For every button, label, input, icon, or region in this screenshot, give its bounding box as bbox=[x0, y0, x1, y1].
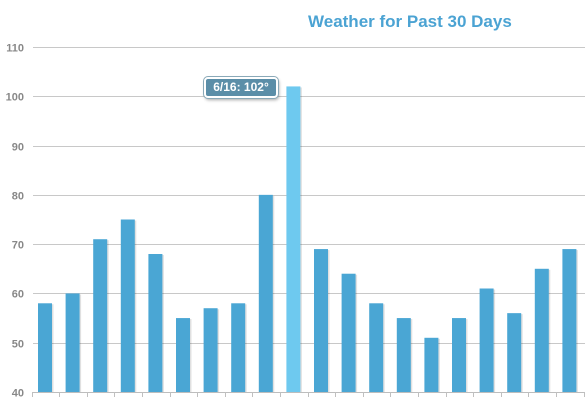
y-tick-label: 80 bbox=[12, 191, 24, 203]
y-tick-label: 90 bbox=[12, 142, 24, 154]
bar[interactable] bbox=[148, 254, 163, 392]
bar[interactable] bbox=[231, 303, 246, 392]
bar[interactable] bbox=[203, 308, 218, 392]
bar[interactable] bbox=[314, 249, 328, 392]
bar[interactable] bbox=[258, 194, 273, 392]
bar[interactable] bbox=[424, 337, 439, 392]
bar[interactable] bbox=[65, 293, 80, 392]
bar[interactable] bbox=[120, 219, 135, 393]
y-tick-label: 70 bbox=[12, 240, 24, 252]
bar[interactable] bbox=[341, 273, 356, 392]
y-tick-label: 50 bbox=[12, 339, 24, 351]
bar[interactable] bbox=[479, 288, 494, 393]
y-tick-label: 40 bbox=[12, 388, 24, 400]
bar[interactable] bbox=[452, 318, 466, 392]
y-tick-label: 100 bbox=[6, 92, 24, 104]
grid-lines bbox=[33, 47, 585, 393]
bars bbox=[38, 86, 578, 392]
y-tick-label: 110 bbox=[6, 43, 24, 55]
y-tick-label: 60 bbox=[12, 289, 24, 301]
bar-highlighted[interactable] bbox=[286, 86, 301, 392]
bar[interactable] bbox=[562, 249, 577, 392]
bar[interactable] bbox=[369, 303, 384, 392]
y-axis-ticks: 40 50 60 70 80 90 100 110 bbox=[6, 43, 24, 400]
bar[interactable] bbox=[176, 318, 190, 392]
bar[interactable] bbox=[507, 313, 522, 392]
chart-title: Weather for Past 30 Days bbox=[308, 12, 512, 31]
x-axis bbox=[32, 392, 585, 397]
bar[interactable] bbox=[396, 318, 411, 392]
bar[interactable] bbox=[93, 239, 108, 392]
bar[interactable] bbox=[38, 303, 52, 392]
bar[interactable] bbox=[534, 268, 549, 392]
bar-tooltip: 6/16: 102° bbox=[204, 77, 278, 98]
